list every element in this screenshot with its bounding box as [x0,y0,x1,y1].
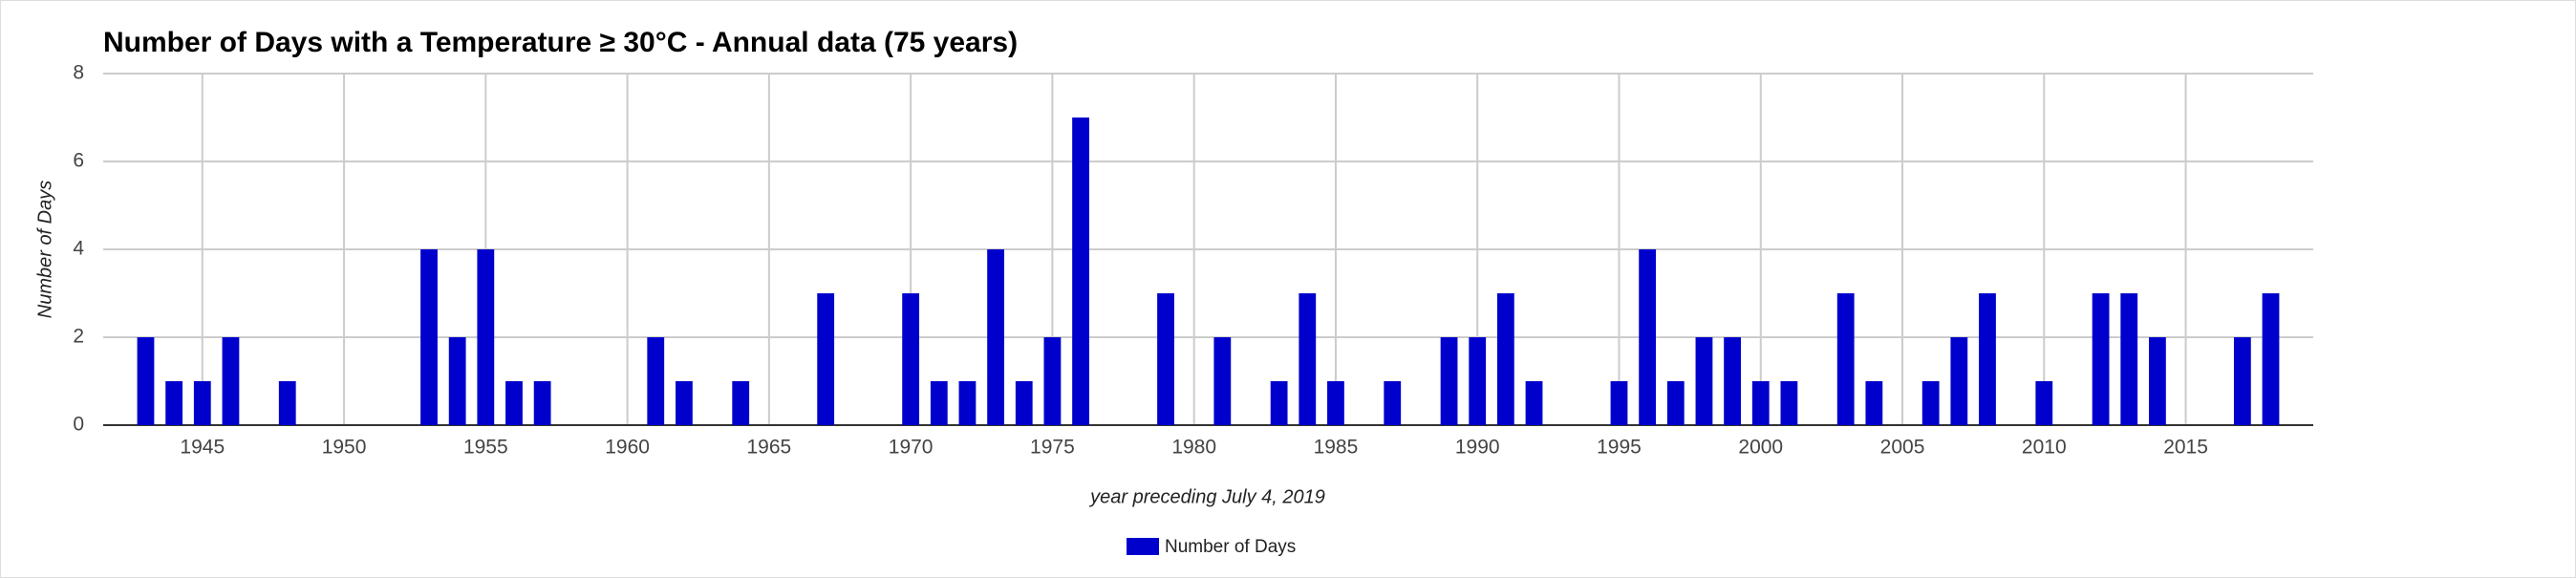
x-tick-label: 1990 [1455,437,1500,459]
bar [193,381,211,425]
bar [2149,337,2166,425]
x-tick-label: 1955 [463,437,508,459]
x-axis-label: year preceding July 4, 2019 [1088,486,1325,507]
bar [1836,293,1855,425]
y-tick-label: 2 [73,326,84,348]
bar [987,249,1004,425]
bar [1469,337,1487,425]
bar [1666,381,1685,425]
legend-swatch [1127,538,1159,555]
bar [1043,337,1062,425]
bar [222,337,240,425]
y-tick-label: 8 [73,62,84,84]
bar [958,381,977,425]
x-tick-label: 1970 [889,437,934,459]
x-tick-label: 1995 [1597,437,1642,459]
bar [1157,293,1174,425]
x-tick-label: 1945 [180,437,225,459]
y-tick-label: 6 [73,150,84,172]
x-tick-label: 1965 [747,437,792,459]
bar [1610,381,1628,425]
bar [817,293,835,425]
bar [2262,293,2280,425]
bar [1270,381,1288,425]
bar [477,249,495,425]
bar [448,337,466,425]
bar [420,249,438,425]
y-tick-label: 0 [73,414,84,436]
x-tick-label: 1980 [1171,437,1216,459]
x-tick-label: 2010 [2022,437,2067,459]
bar [1639,249,1657,425]
bar [1299,293,1317,425]
bar [647,337,665,425]
bar [1496,293,1514,425]
bar [2035,381,2053,425]
bar [1384,381,1402,425]
bar [1751,381,1770,425]
x-tick-label: 1950 [322,437,367,459]
bar [902,293,920,425]
bar [137,337,155,425]
bar [278,381,296,425]
x-tick-label: 2005 [1880,437,1925,459]
bar [1440,337,1458,425]
bar [1865,381,1883,425]
bar [1327,381,1344,425]
bar [1015,381,1033,425]
bar [505,381,523,425]
bar [165,381,183,425]
bar [2092,293,2110,425]
bar [732,381,750,425]
x-tick-label: 1985 [1314,437,1359,459]
bar [1979,293,1996,425]
bar [1213,337,1232,425]
bar [1072,118,1089,425]
bar [676,381,693,425]
bar [2233,337,2251,425]
legend-label: Number of Days [1165,537,1296,557]
bar [2120,293,2138,425]
bar [1921,381,1940,425]
chart-title: Number of Days with a Temperature ≥ 30°C… [103,27,1018,58]
bar [1695,337,1713,425]
y-axis-label: Number of Days [34,181,55,319]
x-tick-label: 1960 [605,437,650,459]
y-tick-label: 4 [73,238,84,260]
bar [1780,381,1798,425]
bar [533,381,551,425]
x-tick-label: 1975 [1030,437,1075,459]
x-tick-label: 2000 [1738,437,1783,459]
bar [930,381,948,425]
bar [1950,337,1968,425]
x-tick-label: 2015 [2163,437,2208,459]
bar [1525,381,1543,425]
bar [1724,337,1741,425]
